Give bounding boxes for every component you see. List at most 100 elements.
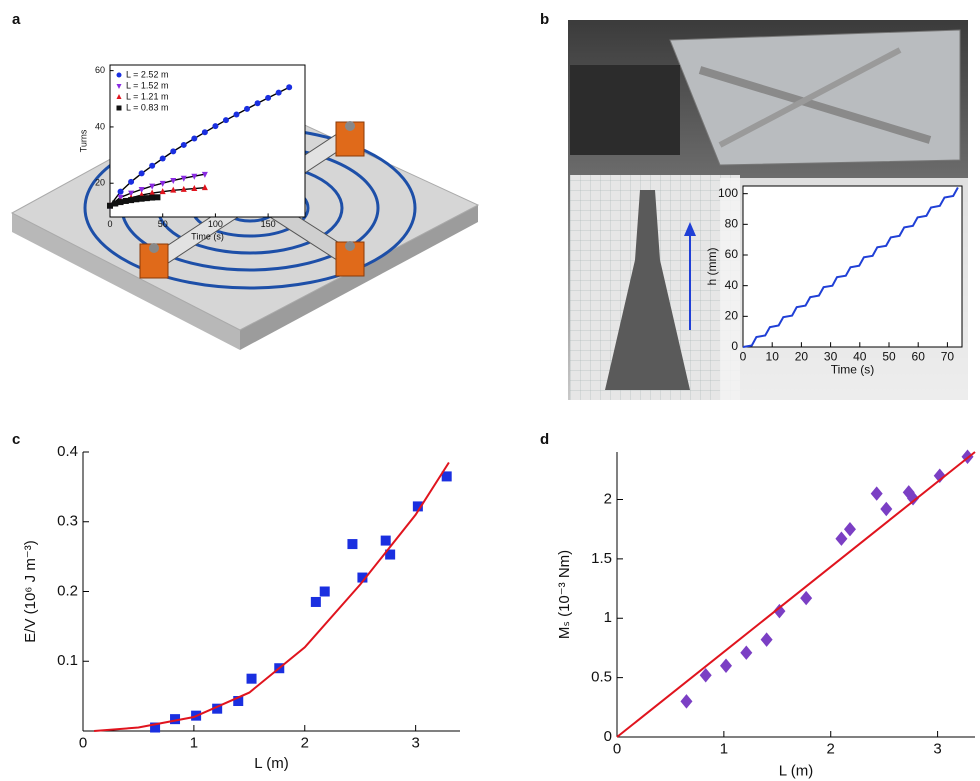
point (223, 117, 229, 123)
y-axis-label: Mₛ (10⁻³ Nm) (556, 550, 573, 639)
point (149, 163, 155, 169)
y-tick-label: 0.2 (57, 582, 78, 599)
point (265, 95, 271, 101)
point (381, 536, 391, 546)
legend-label: L = 2.52 m (126, 69, 168, 79)
y-tick-label: 1 (604, 609, 612, 626)
point (112, 200, 118, 206)
point (871, 486, 883, 500)
x-tick-label: 1 (720, 741, 728, 758)
point (118, 189, 124, 195)
y-tick-label: 2 (604, 490, 612, 507)
y-tick-label: 20 (725, 309, 739, 323)
point (160, 155, 166, 161)
x-tick-label: 0 (107, 219, 112, 229)
point (680, 694, 692, 708)
y-tick-label: 0 (604, 728, 612, 745)
point (181, 142, 187, 148)
point (255, 100, 261, 106)
point (835, 531, 847, 545)
point (154, 194, 160, 200)
point (123, 198, 129, 204)
series-line (617, 452, 975, 737)
x-tick-label: 50 (882, 349, 896, 363)
y-tick-label: 80 (725, 217, 739, 231)
x-tick-label: 1 (190, 735, 198, 752)
point (311, 597, 321, 607)
panel-label: b (540, 11, 549, 28)
panel-label: d (540, 431, 549, 448)
x-tick-label: 2 (301, 735, 309, 752)
point (170, 148, 176, 154)
y-axis-label: Turns (78, 129, 88, 152)
y-tick-label: 1.5 (591, 550, 612, 567)
y-tick-label: 40 (725, 278, 739, 292)
point (139, 170, 145, 176)
point (118, 199, 124, 205)
point (191, 135, 197, 141)
y-tick-label: 20 (95, 178, 105, 188)
x-tick-label: 3 (411, 735, 419, 752)
x-tick-label: 40 (853, 349, 867, 363)
y-tick-label: 60 (725, 247, 739, 261)
point (212, 123, 218, 129)
point (286, 84, 292, 90)
point (149, 195, 155, 201)
point (128, 197, 134, 203)
point (844, 522, 856, 536)
y-tick-label: 40 (95, 121, 105, 131)
x-tick-label: 50 (158, 219, 168, 229)
point (247, 674, 257, 684)
x-tick-label: 70 (941, 349, 955, 363)
x-tick-label: 10 (766, 349, 780, 363)
panel-label: c (12, 431, 20, 448)
point (800, 591, 812, 605)
legend-label: L = 1.52 m (126, 80, 168, 90)
x-tick-label: 0 (613, 741, 621, 758)
y-tick-label: 0.1 (57, 652, 78, 669)
x-tick-label: 2 (827, 741, 835, 758)
y-tick-label: 60 (95, 65, 105, 75)
x-axis-label: L (m) (254, 755, 288, 772)
x-tick-label: 150 (261, 219, 276, 229)
point (107, 203, 113, 209)
x-tick-label: 100 (208, 219, 223, 229)
point (320, 587, 330, 597)
y-tick-label: 0 (731, 339, 738, 353)
x-tick-label: 3 (933, 741, 941, 758)
point (244, 106, 250, 112)
point (133, 196, 139, 202)
point (144, 195, 150, 201)
point (880, 502, 892, 516)
point (761, 632, 773, 646)
point (276, 90, 282, 96)
x-tick-label: 20 (795, 349, 809, 363)
point (139, 196, 145, 202)
x-axis-label: Time (s) (191, 232, 224, 242)
x-axis-label: Time (s) (831, 362, 875, 376)
y-axis-label: h (mm) (705, 248, 719, 286)
point (740, 645, 752, 659)
legend-label: L = 0.83 m (126, 102, 168, 112)
y-tick-label: 100 (718, 186, 738, 200)
point (720, 659, 732, 673)
x-axis-label: L (m) (779, 763, 813, 780)
x-tick-label: 60 (912, 349, 926, 363)
x-tick-label: 0 (79, 735, 87, 752)
legend-marker (117, 106, 122, 111)
y-axis-label: E/V (10⁶ J m⁻³) (22, 540, 39, 642)
figure: a b c d 0102030 (0, 0, 980, 781)
y-tick-label: 0.5 (591, 669, 612, 686)
legend-marker (117, 73, 122, 78)
point (128, 179, 134, 185)
y-tick-label: 0.4 (57, 443, 78, 460)
x-tick-label: 0 (740, 349, 747, 363)
point (233, 112, 239, 118)
point (202, 129, 208, 135)
panel-label: a (12, 11, 21, 28)
x-tick-label: 30 (824, 349, 838, 363)
y-tick-label: 0.3 (57, 513, 78, 530)
legend-label: L = 1.21 m (126, 91, 168, 101)
point (347, 539, 357, 549)
series-line (94, 463, 449, 732)
